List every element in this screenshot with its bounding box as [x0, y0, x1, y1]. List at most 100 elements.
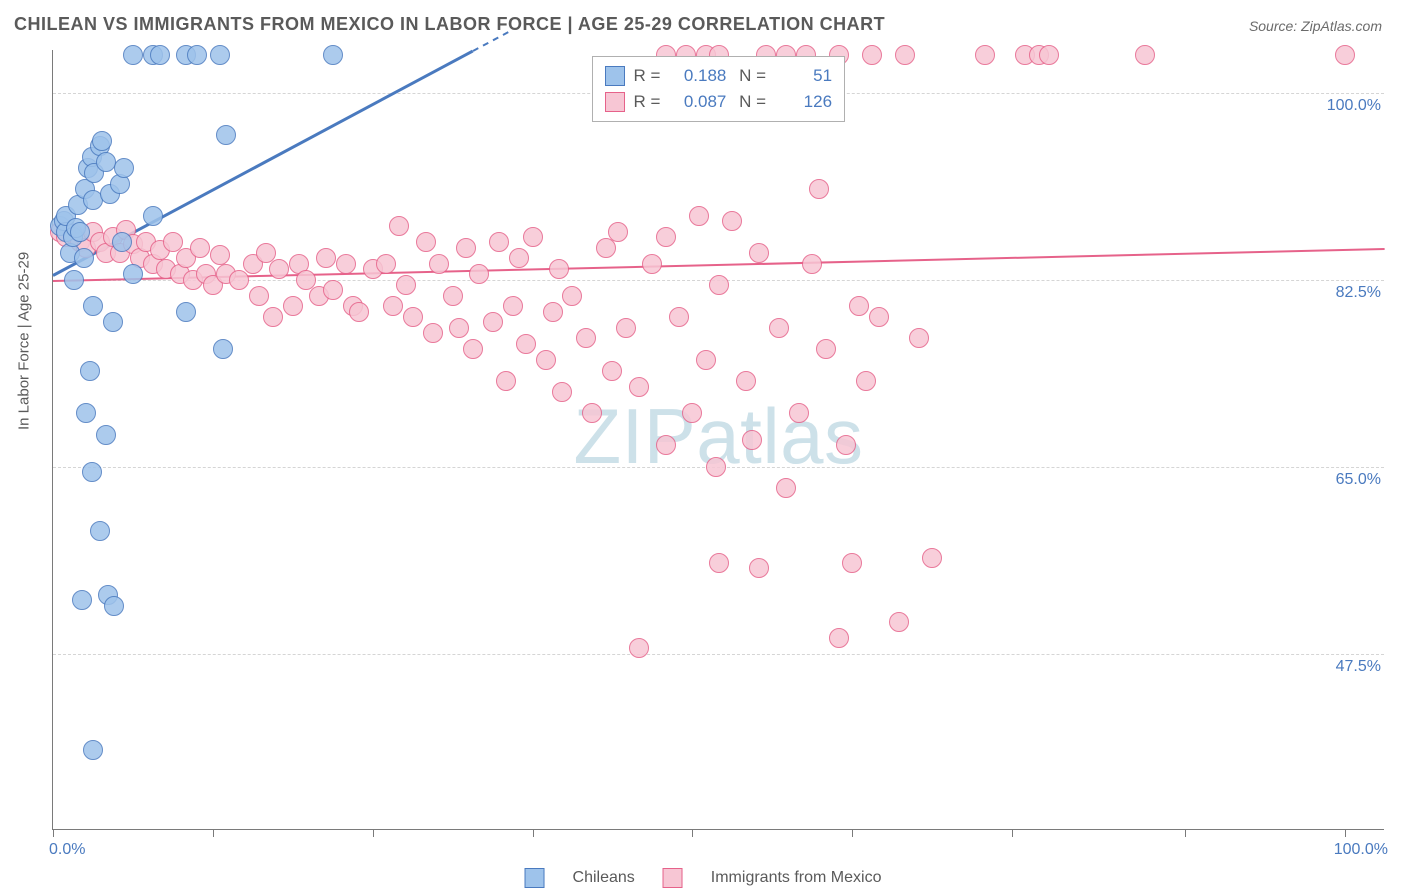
source-label: Source: ZipAtlas.com: [1249, 18, 1382, 34]
data-point-immigrants_mexico: [496, 371, 516, 391]
data-point-chileans: [187, 45, 207, 65]
data-point-immigrants_mexico: [403, 307, 423, 327]
data-point-chileans: [76, 403, 96, 423]
y-tick-label: 47.5%: [1332, 658, 1385, 676]
x-tick: [533, 829, 534, 837]
correlation-row-immigrants_mexico: R =0.087 N =126: [605, 89, 832, 115]
legend-swatch-chileans: [525, 868, 545, 888]
data-point-immigrants_mexico: [469, 264, 489, 284]
data-point-immigrants_mexico: [552, 382, 572, 402]
legend-label-mexico: Immigrants from Mexico: [711, 869, 882, 887]
data-point-immigrants_mexico: [856, 371, 876, 391]
data-point-chileans: [213, 339, 233, 359]
data-point-immigrants_mexico: [269, 259, 289, 279]
data-point-immigrants_mexico: [656, 227, 676, 247]
data-point-immigrants_mexico: [862, 45, 882, 65]
data-point-immigrants_mexico: [543, 302, 563, 322]
data-point-chileans: [216, 125, 236, 145]
data-point-immigrants_mexico: [423, 323, 443, 343]
n-value: 51: [774, 66, 832, 86]
data-point-immigrants_mexico: [389, 216, 409, 236]
data-point-immigrants_mexico: [383, 296, 403, 316]
data-point-immigrants_mexico: [722, 211, 742, 231]
n-label: N =: [734, 92, 766, 112]
chart-title: CHILEAN VS IMMIGRANTS FROM MEXICO IN LAB…: [14, 14, 885, 35]
data-point-chileans: [114, 158, 134, 178]
data-point-chileans: [103, 312, 123, 332]
r-value: 0.087: [668, 92, 726, 112]
data-point-immigrants_mexico: [642, 254, 662, 274]
data-point-chileans: [64, 270, 84, 290]
data-point-chileans: [82, 462, 102, 482]
data-point-immigrants_mexico: [709, 275, 729, 295]
data-point-immigrants_mexico: [975, 45, 995, 65]
y-tick-label: 65.0%: [1332, 471, 1385, 489]
x-tick: [53, 829, 54, 837]
x-tick-label: 0.0%: [49, 841, 85, 859]
data-point-immigrants_mexico: [1135, 45, 1155, 65]
data-point-immigrants_mexico: [895, 45, 915, 65]
x-tick: [1185, 829, 1186, 837]
y-tick-label: 100.0%: [1323, 97, 1385, 115]
data-point-chileans: [112, 232, 132, 252]
legend-swatch-mexico: [663, 868, 683, 888]
data-point-immigrants_mexico: [509, 248, 529, 268]
data-point-immigrants_mexico: [629, 377, 649, 397]
n-value: 126: [774, 92, 832, 112]
data-point-immigrants_mexico: [802, 254, 822, 274]
data-point-immigrants_mexico: [463, 339, 483, 359]
data-point-chileans: [83, 740, 103, 760]
legend-label-chileans: Chileans: [573, 869, 635, 887]
data-point-immigrants_mexico: [283, 296, 303, 316]
data-point-immigrants_mexico: [706, 457, 726, 477]
data-point-immigrants_mexico: [749, 243, 769, 263]
x-tick: [213, 829, 214, 837]
data-point-immigrants_mexico: [336, 254, 356, 274]
data-point-immigrants_mexico: [829, 628, 849, 648]
data-point-immigrants_mexico: [523, 227, 543, 247]
data-point-chileans: [90, 521, 110, 541]
data-point-immigrants_mexico: [909, 328, 929, 348]
data-point-chileans: [104, 596, 124, 616]
data-point-chileans: [323, 45, 343, 65]
x-tick-label: 100.0%: [1334, 841, 1388, 859]
x-tick: [1345, 829, 1346, 837]
data-point-immigrants_mexico: [1335, 45, 1355, 65]
data-point-immigrants_mexico: [1039, 45, 1059, 65]
plot-area: ZIPatlas 100.0%82.5%65.0%47.5%0.0%100.0%…: [52, 50, 1384, 830]
data-point-immigrants_mexico: [689, 206, 709, 226]
y-axis-label: In Labor Force | Age 25-29: [16, 252, 33, 430]
data-point-chileans: [176, 302, 196, 322]
data-point-immigrants_mexico: [608, 222, 628, 242]
data-point-immigrants_mexico: [582, 403, 602, 423]
data-point-immigrants_mexico: [602, 361, 622, 381]
data-point-chileans: [92, 131, 112, 151]
data-point-immigrants_mexico: [736, 371, 756, 391]
x-tick: [852, 829, 853, 837]
r-label: R =: [633, 66, 660, 86]
data-point-immigrants_mexico: [696, 350, 716, 370]
data-point-immigrants_mexico: [349, 302, 369, 322]
correlation-legend: R =0.188 N =51R =0.087 N =126: [592, 56, 845, 122]
data-point-immigrants_mexico: [616, 318, 636, 338]
data-point-immigrants_mexico: [776, 478, 796, 498]
n-label: N =: [734, 66, 766, 86]
data-point-immigrants_mexico: [656, 435, 676, 455]
data-point-immigrants_mexico: [629, 638, 649, 658]
data-point-immigrants_mexico: [323, 280, 343, 300]
x-tick: [692, 829, 693, 837]
data-point-chileans: [210, 45, 230, 65]
data-point-immigrants_mexico: [682, 403, 702, 423]
data-point-immigrants_mexico: [483, 312, 503, 332]
data-point-chileans: [150, 45, 170, 65]
data-point-immigrants_mexico: [249, 286, 269, 306]
data-point-immigrants_mexico: [836, 435, 856, 455]
data-point-immigrants_mexico: [922, 548, 942, 568]
data-point-immigrants_mexico: [449, 318, 469, 338]
y-tick-label: 82.5%: [1332, 284, 1385, 302]
data-point-chileans: [123, 264, 143, 284]
data-point-chileans: [143, 206, 163, 226]
data-point-chileans: [72, 590, 92, 610]
data-point-immigrants_mexico: [536, 350, 556, 370]
data-point-immigrants_mexico: [516, 334, 536, 354]
